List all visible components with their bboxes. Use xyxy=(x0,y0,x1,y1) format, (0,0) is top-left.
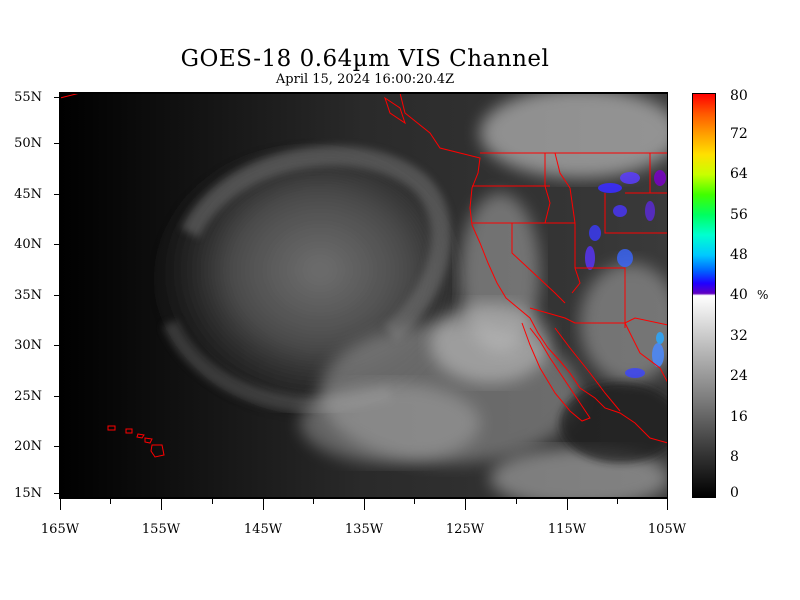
colorbar-label-64: 64 xyxy=(730,166,748,182)
lat-label-50n: 50N xyxy=(14,136,42,151)
lon-tick xyxy=(667,498,668,510)
lat-label-40n: 40N xyxy=(14,237,42,252)
lon-label-165w: 165W xyxy=(40,522,80,537)
lat-label-25n: 25N xyxy=(14,389,42,404)
lat-tick xyxy=(54,396,60,397)
colorbar-label-40: 40 xyxy=(730,287,748,303)
lon-tick xyxy=(110,498,111,504)
map-title: GOES-18 0.64µm VIS Channel xyxy=(180,46,550,72)
lat-label-15n: 15N xyxy=(14,486,42,501)
lon-label-115w: 115W xyxy=(547,522,587,537)
lon-tick xyxy=(364,498,365,510)
lon-label-135w: 135W xyxy=(344,522,384,537)
lon-tick xyxy=(465,498,466,510)
lat-label-45n: 45N xyxy=(14,187,42,202)
lat-tick xyxy=(54,244,60,245)
lat-label-55n: 55N xyxy=(14,90,42,105)
lat-tick xyxy=(54,446,60,447)
lon-tick xyxy=(516,498,517,504)
lon-label-105w: 105W xyxy=(647,522,687,537)
lon-tick xyxy=(617,498,618,504)
colorbar-label-32: 32 xyxy=(730,328,748,344)
lon-label-125w: 125W xyxy=(445,522,485,537)
lat-tick xyxy=(54,493,60,494)
colorbar-label-56: 56 xyxy=(730,207,748,223)
high-reflectance-patches xyxy=(585,170,666,378)
lon-tick xyxy=(263,498,264,510)
political-borders xyxy=(60,93,668,458)
lat-tick xyxy=(54,295,60,296)
lon-tick xyxy=(212,498,213,504)
colorbar-label-48: 48 xyxy=(730,247,748,263)
colorbar-label-16: 16 xyxy=(730,409,748,425)
colorbar-label-0: 0 xyxy=(730,485,739,501)
lat-tick xyxy=(54,97,60,98)
map-timestamp: April 15, 2024 16:00:20.4Z xyxy=(275,72,455,87)
lat-label-20n: 20N xyxy=(14,439,42,454)
colorbar-label-8: 8 xyxy=(730,449,739,465)
lon-tick xyxy=(414,498,415,504)
lat-label-30n: 30N xyxy=(14,338,42,353)
lon-tick xyxy=(313,498,314,504)
lon-tick xyxy=(60,498,61,510)
lon-tick xyxy=(567,498,568,510)
lon-label-155w: 155W xyxy=(141,522,181,537)
colorbar-label-80: 80 xyxy=(730,88,748,104)
colorbar-label-24: 24 xyxy=(730,368,748,384)
lat-tick xyxy=(54,143,60,144)
colorbar-label-72: 72 xyxy=(730,126,748,142)
satellite-imagery-svg xyxy=(60,93,668,498)
satellite-image xyxy=(60,93,668,498)
colorbar xyxy=(692,93,716,498)
map-frame xyxy=(59,92,668,499)
lat-tick xyxy=(54,194,60,195)
lon-tick xyxy=(161,498,162,510)
lon-label-145w: 145W xyxy=(243,522,283,537)
lat-label-35n: 35N xyxy=(14,288,42,303)
colorbar-unit: % xyxy=(757,288,769,302)
lat-tick xyxy=(54,345,60,346)
